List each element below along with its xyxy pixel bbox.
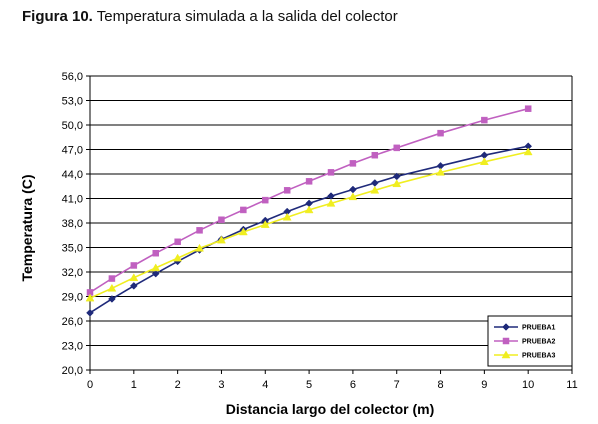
data-point (218, 216, 225, 223)
data-point (436, 167, 445, 176)
data-point (370, 185, 380, 194)
series-prueba2 (86, 105, 532, 296)
data-point (392, 179, 402, 188)
data-point (108, 295, 116, 303)
legend-entry: PRUEBA3 (494, 350, 556, 360)
series-line (89, 151, 529, 299)
x-tick-label: 8 (437, 379, 443, 391)
y-tick-label: 47,0 (62, 145, 83, 157)
figure-caption: Figura 10. Temperatura simulada a la sal… (22, 8, 398, 25)
data-point (393, 144, 400, 152)
y-tick-label: 41,0 (62, 194, 83, 206)
y-tick-label: 53,0 (62, 96, 83, 108)
data-point (479, 157, 489, 165)
data-point (151, 269, 160, 278)
y-tick-label: 50,0 (62, 120, 83, 132)
legend-label: PRUEBA2 (522, 339, 556, 346)
y-tick-label: 29,0 (62, 292, 83, 304)
y-tick-label: 44,0 (62, 169, 83, 181)
data-point (129, 273, 139, 281)
x-tick-label: 9 (481, 379, 487, 391)
legend-entry: PRUEBA2 (494, 337, 556, 346)
data-point (152, 249, 159, 257)
data-point (108, 275, 116, 282)
y-axis-title: Temperatura (C) (19, 174, 35, 281)
data-point (282, 212, 292, 221)
data-point (129, 282, 138, 290)
data-point (524, 105, 532, 112)
data-point (107, 283, 117, 292)
x-tick-label: 3 (218, 379, 224, 391)
y-tick-label: 26,0 (62, 316, 83, 328)
x-tick-label: 0 (87, 379, 93, 391)
data-point (326, 198, 336, 207)
data-point (304, 205, 314, 214)
data-point (217, 235, 226, 244)
y-tick-label: 23,0 (62, 341, 83, 353)
y-tick-label: 32,0 (62, 267, 83, 279)
data-point (437, 129, 444, 137)
data-point (86, 308, 94, 317)
legend-entry: PRUEBA1 (494, 323, 556, 332)
data-point (196, 227, 203, 234)
y-tick-label: 56,0 (62, 71, 83, 83)
data-point (174, 238, 181, 246)
data-point (195, 243, 204, 252)
data-point (481, 116, 488, 124)
x-tick-label: 4 (262, 379, 268, 391)
figure-label: Figura 10. (22, 8, 93, 25)
data-point (85, 293, 95, 302)
figure-title: Temperatura simulada a la salida del col… (96, 8, 398, 25)
legend-marker (501, 350, 511, 359)
data-point (371, 151, 379, 159)
x-tick-label: 2 (175, 379, 181, 391)
legend-marker (502, 337, 510, 345)
axes: 20,0 23,0 26,0 29,0 32,0 35,0 38,0 41,0 44,0 47,0… (62, 71, 578, 391)
x-tick-label: 11 (566, 379, 577, 391)
data-point (349, 160, 357, 167)
data-point (238, 227, 248, 236)
series-line (89, 145, 529, 314)
series-layer (85, 105, 533, 317)
data-point (305, 178, 313, 185)
series-line (89, 107, 529, 294)
data-point (240, 206, 247, 214)
data-point (283, 187, 291, 194)
data-point (348, 192, 358, 201)
legend-marker (502, 323, 510, 331)
data-point (327, 169, 335, 176)
data-point (262, 196, 269, 204)
x-tick-label: 6 (350, 379, 356, 391)
x-tick-label: 5 (306, 379, 312, 391)
data-point (523, 147, 533, 156)
y-tick-label: 38,0 (62, 218, 83, 230)
data-point (260, 220, 270, 228)
legend-label: PRUEBA1 (522, 325, 556, 332)
x-tick-label: 1 (131, 379, 137, 391)
x-tick-label: 7 (394, 379, 400, 391)
legend-label: PRUEBA3 (522, 353, 556, 360)
legend: PRUEBA1 PRUEBA2 PRUEBA3 (487, 315, 573, 367)
y-tick-label: 35,0 (62, 243, 83, 255)
x-tick-label: 10 (522, 379, 534, 391)
y-tick-label: 20,0 (62, 365, 83, 377)
data-point (151, 263, 161, 272)
data-point (173, 253, 183, 262)
data-point (130, 262, 138, 269)
x-axis-title: Distancia largo del colector (m) (226, 401, 435, 417)
series-prueba3 (85, 147, 533, 302)
